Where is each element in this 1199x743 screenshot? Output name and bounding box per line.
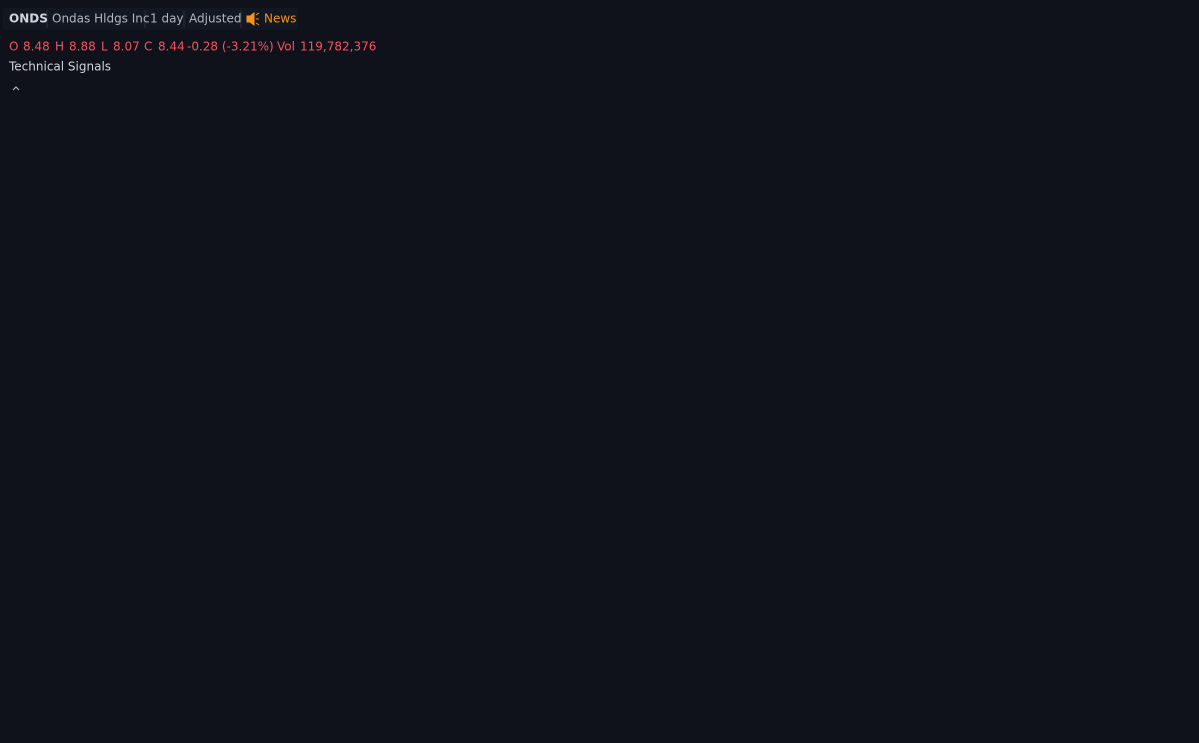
technical-signals[interactable]: Technical Signals: [8, 60, 111, 74]
legend-value: 8.48: [23, 40, 50, 54]
header: ONDS Ondas Hldgs Inc 1 day Adjusted News…: [3, 8, 376, 91]
news-icon[interactable]: [246, 12, 260, 26]
legend-value: 8.88: [69, 40, 96, 54]
ohlc-legend: O 8.48 H 8.88 L 8.07 C 8.44 -0.28 (-3.21…: [9, 40, 376, 54]
legend-label: Vol: [277, 40, 295, 54]
adjustment[interactable]: Adjusted: [189, 12, 242, 26]
collapse-chevron[interactable]: [12, 86, 20, 91]
symbol[interactable]: ONDS: [9, 12, 48, 26]
legend-change: -0.28 (-3.21%): [187, 40, 274, 54]
interval[interactable]: 1 day: [150, 12, 184, 26]
news[interactable]: News: [264, 12, 296, 26]
legend-label: H: [55, 40, 64, 54]
header-bg: [3, 8, 298, 30]
company-name[interactable]: Ondas Hldgs Inc: [52, 12, 150, 26]
legend-label: L: [101, 40, 108, 54]
legend-value: 8.07: [113, 40, 140, 54]
legend-volume: 119,782,376: [300, 40, 376, 54]
legend-label: O: [9, 40, 18, 54]
legend-label: C: [144, 40, 152, 54]
legend-value: 8.44: [158, 40, 185, 54]
